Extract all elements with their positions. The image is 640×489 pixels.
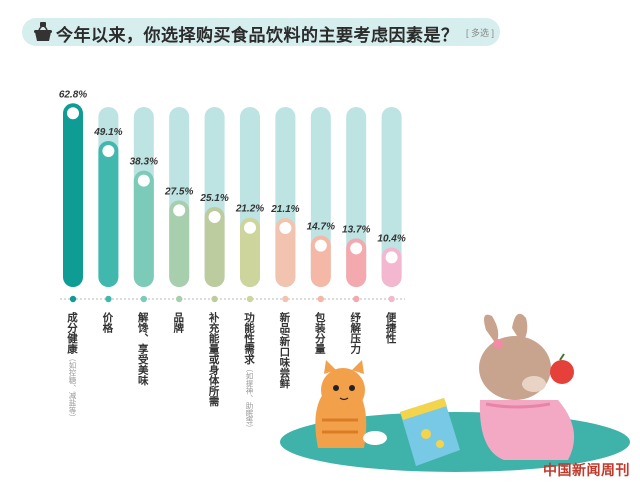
watermark: 中国新闻周刊 — [543, 462, 630, 478]
category-label: 价格 — [101, 312, 113, 333]
category-label: 品牌 — [172, 312, 184, 333]
category-label-text: 新品/新口味尝鲜 — [278, 312, 291, 389]
rabbit-illustration — [479, 313, 575, 460]
category-label: 成分健康（如控糖、减盐等） — [66, 312, 78, 422]
category-dot — [282, 295, 289, 303]
bar-value-marker — [277, 219, 294, 236]
snack-bag-illustration — [400, 398, 460, 466]
category-dot — [69, 295, 77, 303]
bar-value-marker — [135, 172, 152, 189]
bar-value-marker — [206, 208, 223, 225]
category-label-text: 解馋、享受美味 — [136, 312, 149, 386]
category-label: 补充能量或身体所需 — [208, 312, 220, 407]
value-label: 62.8% — [59, 89, 87, 100]
category-label: 便捷性 — [385, 312, 397, 344]
category-label: 功能性需求（如提神、助眠等） — [243, 312, 255, 432]
bar — [240, 217, 260, 287]
category-label-text: 补充能量或身体所需 — [207, 312, 220, 407]
category-dot — [105, 295, 112, 303]
category-label-text: 品牌 — [172, 312, 185, 333]
value-label: 10.4% — [377, 233, 405, 244]
category-label-text: 包装分量 — [313, 312, 326, 354]
category-label-text: 价格 — [101, 312, 114, 333]
category-note: （如提神、助眠等） — [245, 364, 254, 433]
category-dot — [176, 295, 183, 303]
value-label: 27.5% — [164, 186, 193, 197]
bar — [63, 103, 83, 287]
bar — [133, 170, 154, 287]
bar-value-marker — [100, 142, 117, 159]
bar-value-marker — [242, 219, 258, 236]
bar-value-marker — [348, 240, 365, 257]
category-dot — [317, 295, 324, 303]
category-dot — [246, 295, 254, 303]
category-label-text: 纾解压力 — [349, 312, 362, 354]
title-banner — [22, 18, 500, 46]
bar-value-marker — [65, 105, 81, 122]
bar — [169, 200, 190, 287]
bar — [204, 206, 225, 287]
bar — [98, 140, 119, 287]
bar-track — [381, 107, 402, 287]
category-dot — [353, 295, 360, 303]
category-label-text: 功能性需求 — [243, 312, 255, 365]
category-label-text: 成分健康 — [66, 312, 78, 354]
multi-select-note: [ 多选 ] — [466, 28, 495, 38]
category-label-text: 便捷性 — [384, 312, 397, 344]
category-note: （如控糖、减盐等） — [68, 354, 77, 422]
value-label: 38.3% — [130, 157, 158, 168]
category-label: 包装分量 — [314, 312, 326, 354]
category-dot — [388, 295, 395, 303]
bar — [275, 217, 296, 287]
value-label: 21.1% — [270, 204, 299, 215]
cat-illustration — [315, 360, 387, 448]
value-label: 14.7% — [307, 222, 335, 233]
bar-value-marker — [312, 237, 329, 254]
value-label: 21.2% — [235, 204, 264, 215]
category-dot — [140, 295, 147, 303]
bar-value-marker — [171, 202, 188, 219]
value-label: 49.1% — [93, 127, 122, 138]
category-label: 纾解压力 — [349, 312, 361, 354]
shopping-basket-icon — [34, 22, 52, 41]
chart-title: 今年以来，你选择购买食品饮料的主要考虑因素是？ — [56, 26, 459, 45]
category-dot — [211, 295, 218, 303]
category-label: 解馋、享受美味 — [137, 312, 149, 386]
bar-value-marker — [383, 249, 400, 266]
value-label: 13.7% — [342, 224, 370, 235]
value-label: 25.1% — [199, 193, 228, 204]
category-label: 新品/新口味尝鲜 — [278, 312, 290, 388]
